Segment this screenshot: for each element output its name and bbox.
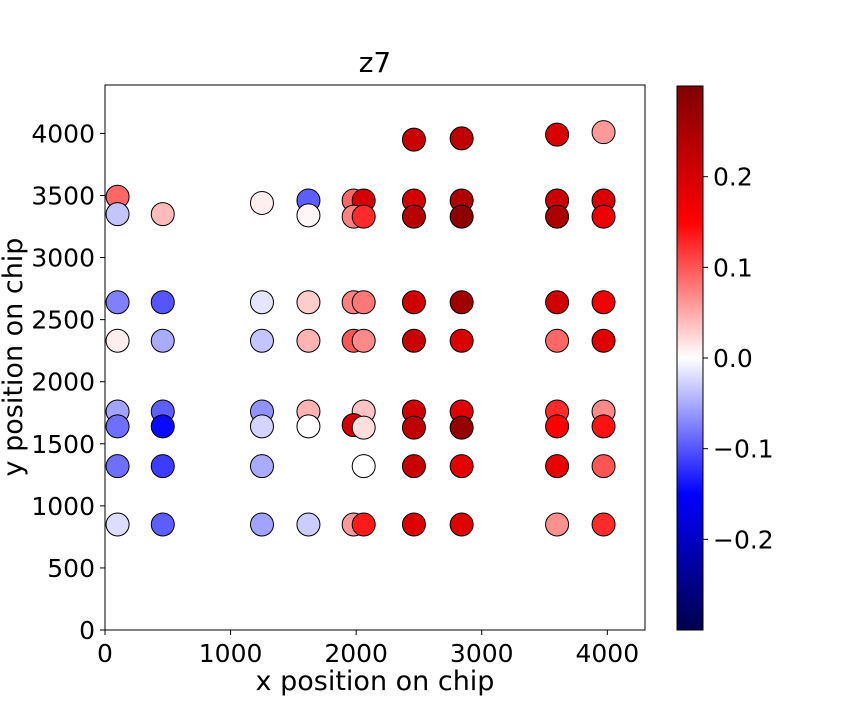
y-tick-label: 1500 [31, 430, 95, 459]
scatter-point [351, 454, 376, 479]
scatter-point [401, 415, 426, 440]
scatter-point [401, 127, 426, 152]
y-tick-label: 4000 [31, 119, 95, 148]
colorbar-tick-label: 0.2 [713, 163, 753, 192]
scatter-point [351, 415, 376, 440]
scatter-point [105, 290, 130, 315]
scatter-point [296, 512, 321, 537]
scatter-point [591, 204, 616, 229]
scatter-point [401, 328, 426, 353]
scatter-point [591, 290, 616, 315]
chart-title: z7 [358, 46, 392, 79]
colorbar [676, 85, 704, 631]
scatter-point [545, 454, 570, 479]
scatter-point [105, 414, 130, 439]
scatter-point [105, 202, 130, 227]
scatter-point [105, 454, 130, 479]
y-tick-label: 0 [79, 616, 95, 645]
colorbar-tick-label: −0.1 [713, 435, 774, 464]
scatter-point [591, 414, 616, 439]
colorbar-tick-label: −0.2 [713, 525, 774, 554]
x-tick-label: 0 [97, 639, 113, 668]
colorbar-tick-label: 0.0 [713, 344, 753, 373]
scatter-point [249, 190, 274, 215]
scatter-point [249, 512, 274, 537]
scatter-point [545, 328, 570, 353]
scatter-point [401, 204, 426, 229]
scatter-point [449, 204, 474, 229]
plot-area [104, 84, 646, 631]
scatter-point [449, 328, 474, 353]
scatter-point [449, 512, 474, 537]
scatter-point [401, 512, 426, 537]
y-tick-label: 3000 [31, 244, 95, 273]
scatter-point [150, 328, 175, 353]
scatter-point [545, 204, 570, 229]
scatter-point [591, 328, 616, 353]
y-tick-label: 2500 [31, 306, 95, 335]
scatter-point [545, 414, 570, 439]
scatter-point [351, 512, 376, 537]
x-axis-label: x position on chip [255, 666, 495, 697]
scatter-point [296, 328, 321, 353]
scatter-point [449, 290, 474, 315]
scatter-point [150, 414, 175, 439]
scatter-point [351, 204, 376, 229]
scatter-point [449, 415, 474, 440]
scatter-point [591, 512, 616, 537]
scatter-point [249, 290, 274, 315]
scatter-point [401, 290, 426, 315]
scatter-point [105, 328, 130, 353]
scatter-point [401, 454, 426, 479]
y-tick-label: 500 [47, 554, 95, 583]
scatter-point [105, 512, 130, 537]
scatter-point [296, 414, 321, 439]
x-tick-label: 2000 [324, 639, 388, 668]
scatter-point [249, 414, 274, 439]
x-tick-label: 3000 [450, 639, 514, 668]
colorbar-tick-label: 0.1 [713, 253, 753, 282]
scatter-point [591, 454, 616, 479]
scatter-point [545, 290, 570, 315]
scatter-point [545, 122, 570, 147]
scatter-point [150, 454, 175, 479]
scatter-point [150, 290, 175, 315]
scatter-point [591, 120, 616, 145]
x-tick-label: 4000 [576, 639, 640, 668]
scatter-point [150, 512, 175, 537]
y-tick-label: 2000 [31, 368, 95, 397]
scatter-point [351, 290, 376, 315]
y-tick-label: 3500 [31, 181, 95, 210]
scatter-point [449, 454, 474, 479]
x-tick-label: 1000 [199, 639, 263, 668]
scatter-point [545, 512, 570, 537]
scatter-point [296, 290, 321, 315]
scatter-point [249, 328, 274, 353]
scatter-point [449, 126, 474, 151]
scatter-point [150, 202, 175, 227]
scatter-point [296, 203, 321, 228]
y-tick-label: 1000 [31, 492, 95, 521]
scatter-point [249, 454, 274, 479]
scatter-point [351, 328, 376, 353]
